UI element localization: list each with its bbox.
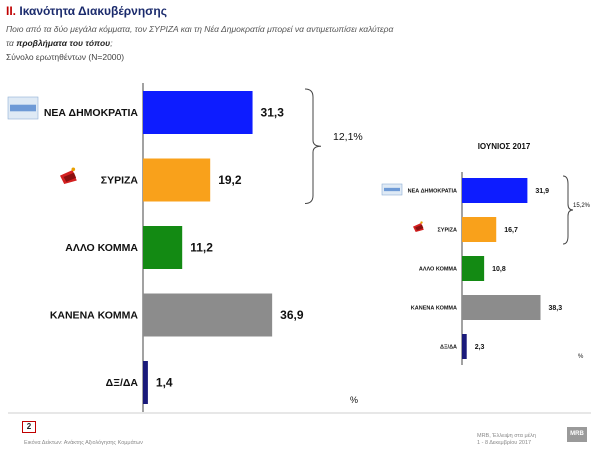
base-text: Σύνολο ερωτηθέντων (N=2000) (6, 52, 125, 62)
june-category-label: ΚΑΝΕΝΑ ΚΟΜΜΑ (411, 305, 457, 311)
june-category-label: ΔΞ/ΔΑ (440, 344, 457, 350)
june-bar (462, 256, 485, 281)
main-data-label: 31,3 (261, 106, 285, 120)
main-data-label: 19,2 (218, 173, 242, 187)
june-bar (462, 334, 467, 359)
main-unit-label: % (350, 395, 358, 405)
main-category-label: ΔΞ/ΔΑ (106, 377, 139, 389)
june-data-label: 2,3 (475, 344, 485, 351)
june-bar (462, 217, 497, 242)
nd-logo-small-stripe (384, 187, 400, 192)
main-category-label: ΑΛΛΟ ΚΟΜΜΑ (65, 242, 138, 254)
main-bar (143, 226, 183, 269)
main-bar (143, 293, 273, 337)
source-line-1: MRB, Έλλειψη στα μέλη (477, 433, 536, 439)
main-category-label: ΚΑΝΕΝΑ ΚΟΜΜΑ (50, 310, 139, 322)
main-category-label: ΝΕΑ ΔΗΜΟΚΡΑΤΙΑ (44, 107, 139, 119)
main-difference-annotation: 12,1% (333, 131, 363, 143)
source-line-2: 1 - 8 Δεκεμβρίου 2017 (477, 440, 532, 446)
main-category-label: ΣΥΡΙΖΑ (101, 175, 139, 187)
june-data-label: 38,3 (549, 305, 563, 312)
syriza-logo-small-dot (420, 221, 423, 224)
footer-note: Εικόνα Δείκτων: Ανάκτης Αξιολόγησης Κομμ… (24, 440, 143, 446)
june-difference-annotation: 15,2% (573, 203, 591, 209)
main-data-label: 11,2 (190, 241, 213, 255)
title-text: Ικανότητα Διακυβέρνησης (19, 4, 167, 18)
june-unit-label: % (578, 354, 584, 360)
syriza-logo-dot (71, 167, 76, 172)
main-data-label: 1,4 (156, 376, 173, 390)
section-number: ΙΙ. (6, 4, 17, 18)
main-data-label: 36,9 (280, 308, 304, 322)
june-data-label: 10,8 (492, 266, 506, 273)
main-bar (143, 91, 253, 134)
june-category-label: ΣΥΡΙΖΑ (438, 227, 458, 233)
june-bar (462, 295, 541, 320)
page-title: ΙΙ. Ικανότητα Διακυβέρνησης (6, 4, 167, 18)
june-bar (462, 178, 528, 203)
june-category-label: ΝΕΑ ΔΗΜΟΚΡΑΤΙΑ (408, 188, 457, 194)
june-bracket (562, 175, 574, 245)
june-data-label: 16,7 (504, 227, 518, 234)
main-bracket (304, 88, 322, 204)
june-category-label: ΑΛΛΟ ΚΟΜΜΑ (419, 266, 457, 272)
nd-logo-stripe (10, 104, 36, 112)
question-line-2: τα προβλήματα του τόπου; (6, 38, 113, 48)
question-line-1: Ποιο από τα δύο μεγάλα κόμματα, τον ΣΥΡΙ… (6, 24, 394, 34)
june-chart-title: ΙΟΥΝΙΟΣ 2017 (478, 142, 531, 151)
question-bold: προβλήματα του τόπου (16, 38, 111, 48)
syriza-logo-small-inner (415, 224, 424, 231)
page-number: 2 (22, 421, 36, 433)
syriza-logo-inner (63, 172, 77, 182)
june-data-label: 31,9 (535, 188, 549, 195)
main-bar (143, 361, 148, 404)
mrb-logo: MRB (567, 427, 587, 442)
main-bar (143, 158, 211, 202)
